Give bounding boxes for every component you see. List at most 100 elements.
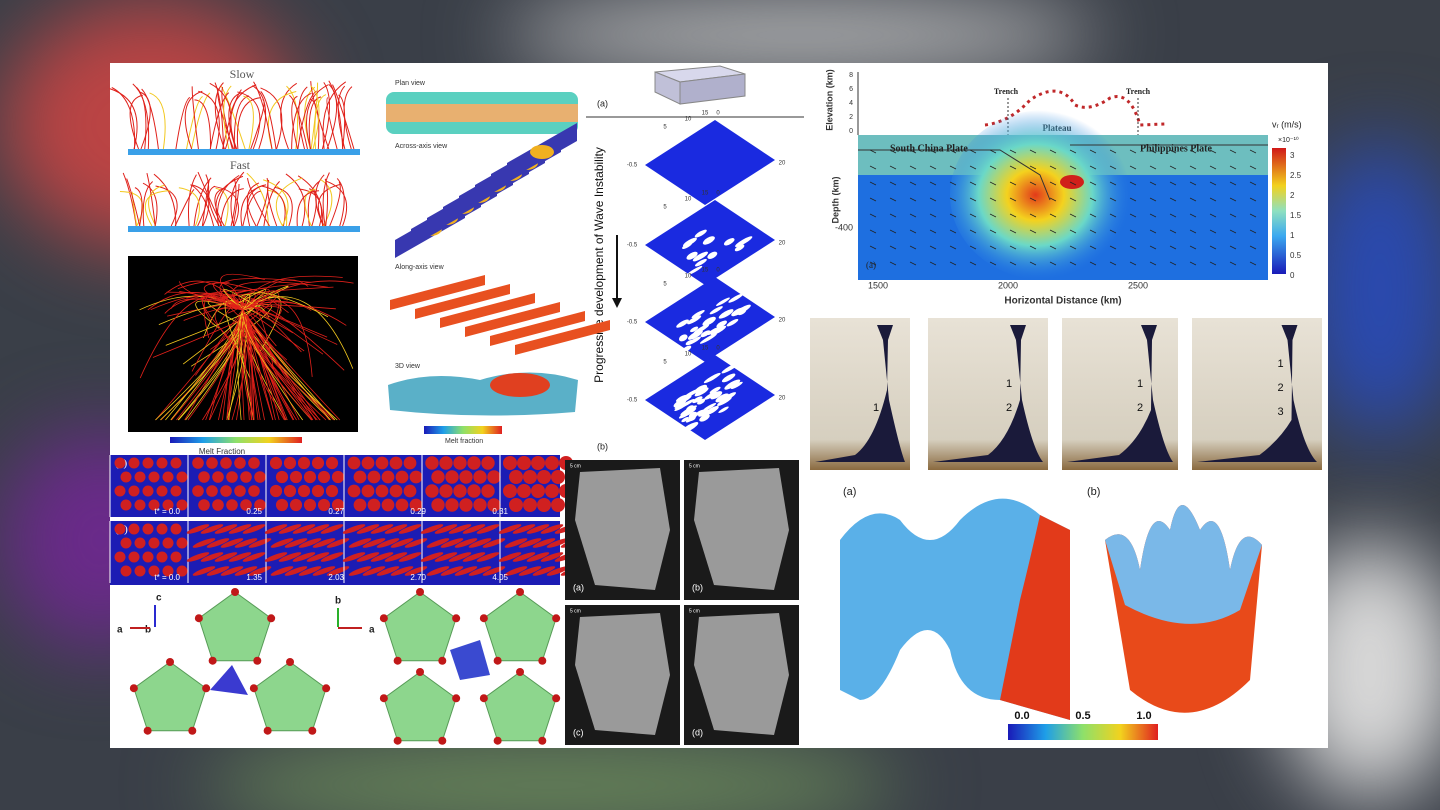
tick-label: 0.0 bbox=[1014, 710, 1029, 722]
tick-label: 8 bbox=[849, 72, 853, 79]
droplet bbox=[332, 471, 344, 483]
strip-label: t* = 0.0 bbox=[154, 507, 180, 516]
oxygen-atom bbox=[494, 657, 502, 665]
photo-label: 2 bbox=[1278, 382, 1284, 394]
oxygen-atom bbox=[202, 684, 210, 692]
oxygen-atom bbox=[538, 737, 546, 745]
colorbar bbox=[170, 437, 302, 443]
droplet bbox=[537, 498, 551, 512]
label: Trench bbox=[1126, 87, 1151, 96]
oxygen-atom bbox=[322, 684, 330, 692]
axis-label: b bbox=[335, 596, 341, 607]
tick-label: 2 bbox=[1290, 191, 1295, 200]
droplet bbox=[226, 499, 238, 511]
tick-label: 1500 bbox=[868, 280, 888, 290]
droplet bbox=[382, 471, 395, 484]
oxygen-atom bbox=[195, 614, 203, 622]
droplet bbox=[192, 485, 204, 497]
droplet bbox=[248, 485, 260, 497]
oxygen-atom bbox=[264, 727, 272, 735]
droplet bbox=[270, 457, 282, 469]
droplet bbox=[439, 456, 452, 469]
tick-label: 15 bbox=[702, 268, 709, 274]
section-anomaly bbox=[530, 145, 554, 159]
strip-label: 0.31 bbox=[492, 507, 508, 516]
oxygen-atom bbox=[380, 614, 388, 622]
droplet bbox=[157, 486, 168, 497]
oxygen-atom bbox=[452, 694, 460, 702]
sem-label: (b) bbox=[692, 582, 703, 592]
oxygen-atom bbox=[394, 737, 402, 745]
strip-label: 2.70 bbox=[410, 573, 426, 582]
oxygen-atom bbox=[538, 657, 546, 665]
droplet bbox=[298, 457, 310, 469]
label: (b) bbox=[1087, 486, 1100, 498]
droplet bbox=[157, 524, 168, 535]
tick-label: -400 bbox=[835, 222, 853, 232]
droplet bbox=[509, 470, 523, 484]
droplet bbox=[376, 457, 389, 470]
tick-label: 1 bbox=[1290, 231, 1295, 240]
tick-label: 2500 bbox=[1128, 280, 1148, 290]
droplet bbox=[404, 485, 417, 498]
droplet bbox=[192, 457, 204, 469]
label: 3D view bbox=[395, 363, 421, 370]
droplet bbox=[171, 552, 182, 563]
oxygen-atom bbox=[286, 658, 294, 666]
photo-label: 1 bbox=[873, 402, 879, 414]
slab-anomaly bbox=[950, 110, 1140, 280]
droplet bbox=[171, 524, 182, 535]
tick-label: 3 bbox=[1290, 151, 1295, 160]
droplet bbox=[240, 471, 252, 483]
droplet bbox=[157, 458, 168, 469]
oxygen-atom bbox=[552, 614, 560, 622]
droplet bbox=[143, 486, 154, 497]
label: Fast bbox=[230, 158, 251, 172]
oxygen-atom bbox=[416, 668, 424, 676]
oxygen-atom bbox=[516, 668, 524, 676]
droplet bbox=[467, 484, 480, 497]
droplet bbox=[425, 456, 438, 469]
droplet bbox=[318, 471, 330, 483]
droplet bbox=[509, 498, 523, 512]
droplet bbox=[143, 458, 154, 469]
colorbar bbox=[1272, 148, 1286, 274]
droplet bbox=[248, 457, 260, 469]
tick-label: -0.5 bbox=[627, 243, 638, 249]
droplet bbox=[115, 486, 126, 497]
label: (a) bbox=[597, 98, 608, 108]
droplet bbox=[362, 485, 375, 498]
droplet bbox=[517, 456, 531, 470]
droplet bbox=[212, 471, 224, 483]
axis-label: Elevation (km) bbox=[824, 69, 834, 131]
droplet bbox=[304, 499, 316, 511]
droplet bbox=[163, 472, 174, 483]
droplet bbox=[551, 498, 565, 512]
droplet bbox=[312, 485, 324, 497]
tick-label: 20 bbox=[779, 396, 786, 402]
droplet bbox=[276, 499, 288, 511]
label: Slow bbox=[230, 67, 255, 81]
droplet bbox=[390, 457, 403, 470]
droplet bbox=[481, 484, 494, 497]
oxygen-atom bbox=[231, 588, 239, 596]
droplet bbox=[304, 471, 316, 483]
droplet bbox=[467, 456, 480, 469]
droplet bbox=[312, 457, 324, 469]
tick-label: -0.5 bbox=[627, 398, 638, 404]
tick-label: 15 bbox=[702, 191, 709, 197]
tick-label: 20 bbox=[779, 318, 786, 324]
tick-label: 0 bbox=[1290, 271, 1295, 280]
tick-label: 10 bbox=[685, 274, 692, 280]
droplet bbox=[198, 499, 210, 511]
photo-label: 2 bbox=[1006, 402, 1012, 414]
droplet bbox=[410, 471, 423, 484]
tick-label: -0.5 bbox=[627, 320, 638, 326]
oxygen-atom bbox=[494, 737, 502, 745]
colorbar bbox=[424, 426, 502, 434]
droplet bbox=[531, 456, 545, 470]
photo-label: 1 bbox=[1006, 378, 1012, 390]
label: Melt fraction bbox=[445, 438, 483, 445]
oxygen-atom bbox=[480, 694, 488, 702]
strip-label: 2.03 bbox=[328, 573, 344, 582]
